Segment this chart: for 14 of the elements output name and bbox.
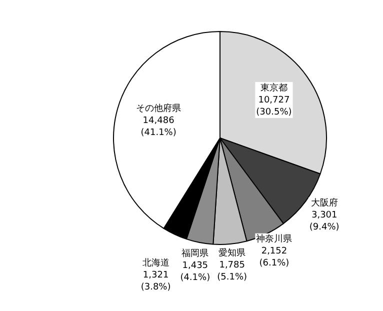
data-label: 3,301 (9.4%): [309, 210, 340, 233]
slice-label: 愛知県: [218, 248, 246, 259]
slice-label: その他府県: [136, 102, 182, 114]
slice-label: 神奈川県: [256, 234, 292, 245]
slice-label: 東京都: [260, 82, 288, 94]
slice-label: 大阪府: [310, 198, 338, 209]
slice-label: 福岡県: [182, 248, 209, 259]
data-label: 14,486 (41.1%): [140, 116, 176, 138]
data-label: 1,435 (4.1%): [180, 260, 210, 283]
data-label: 10,727 (30.5%): [256, 95, 292, 118]
data-label: 2,152 (6.1%): [259, 246, 290, 269]
data-label: 1,321 (3.8%): [140, 270, 171, 292]
slice-label: 北海道: [142, 257, 170, 268]
data-label: 1,785 (5.1%): [217, 260, 248, 283]
